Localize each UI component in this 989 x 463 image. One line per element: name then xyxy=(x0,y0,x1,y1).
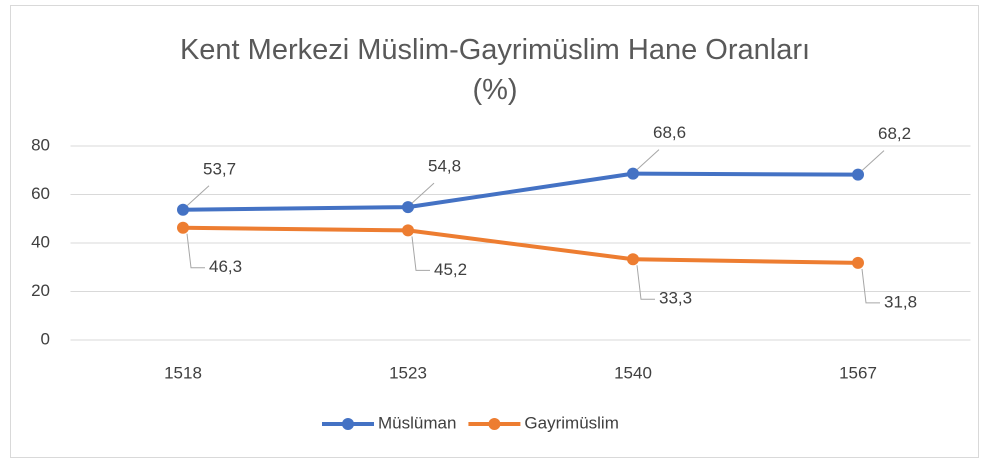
data-point xyxy=(627,167,639,180)
legend-label: Müslüman xyxy=(378,413,456,432)
series-line xyxy=(182,225,859,265)
y-tick-label: 60 xyxy=(31,184,50,203)
leader-line xyxy=(186,185,210,207)
y-tick-label: 80 xyxy=(31,135,50,154)
leader-line xyxy=(636,265,655,300)
series-line xyxy=(182,171,859,212)
leader-line xyxy=(411,236,430,271)
data-point xyxy=(177,203,189,216)
data-point xyxy=(627,253,639,266)
data-label: 45,2 xyxy=(434,260,467,279)
data-point xyxy=(852,256,864,269)
leader-line xyxy=(411,182,435,204)
data-label: 46,3 xyxy=(209,257,242,276)
y-tick-label: 40 xyxy=(31,232,50,251)
y-tick-label: 0 xyxy=(41,329,50,348)
chart-border xyxy=(10,5,979,458)
data-point xyxy=(402,224,414,237)
y-tick-label: 20 xyxy=(31,281,50,300)
x-tick-label: 1540 xyxy=(614,363,652,382)
leader-line xyxy=(186,233,205,269)
data-label: 54,8 xyxy=(428,157,461,176)
x-tick-label: 1523 xyxy=(389,363,427,382)
data-label: 68,6 xyxy=(653,123,686,142)
data-point xyxy=(402,201,414,214)
chart-title: Kent Merkezi Müslim-Gayrimüslim Hane Ora… xyxy=(179,34,811,106)
data-label: 68,2 xyxy=(878,124,911,143)
leader-line xyxy=(636,149,660,171)
legend-label: Gayrimüslim xyxy=(524,413,618,432)
leader-line xyxy=(861,150,885,171)
data-point xyxy=(852,168,864,181)
data-label: 33,3 xyxy=(659,289,692,308)
leader-line xyxy=(861,268,880,304)
data-label: 31,8 xyxy=(884,292,917,311)
legend-marker xyxy=(488,418,501,430)
data-label: 53,7 xyxy=(203,159,236,178)
x-tick-label: 1567 xyxy=(839,363,877,382)
legend-marker xyxy=(342,418,354,430)
x-tick-label: 1518 xyxy=(164,363,202,382)
data-point xyxy=(177,221,189,234)
